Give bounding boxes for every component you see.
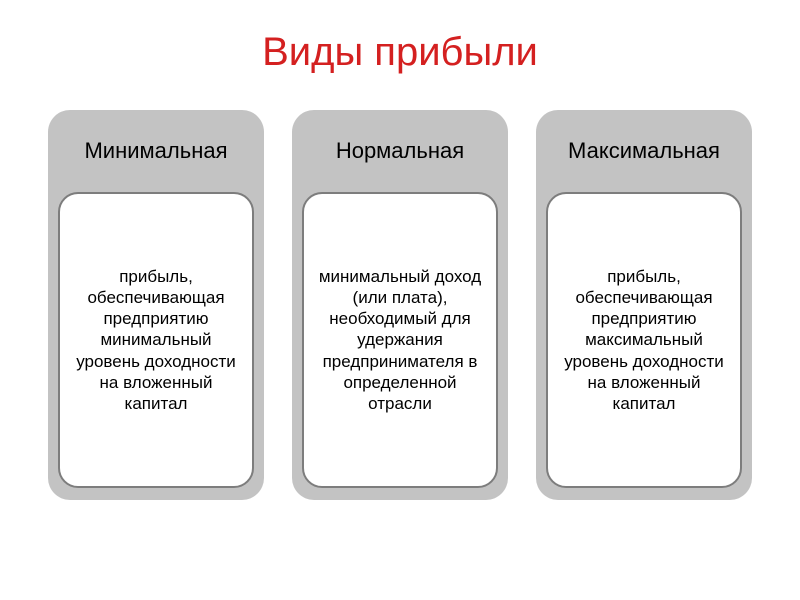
card-heading: Минимальная [84, 138, 227, 164]
card-maximal: Максимальная прибыль, обеспечивающая пре… [536, 110, 752, 500]
page-title: Виды прибыли [262, 30, 538, 75]
card-normal: Нормальная минимальный доход (или плата)… [292, 110, 508, 500]
card-description: прибыль, обеспечивающая предприятию макс… [558, 266, 730, 415]
card-description: прибыль, обеспечивающая предприятию мини… [70, 266, 242, 415]
card-inner: прибыль, обеспечивающая предприятию мини… [58, 192, 254, 488]
card-minimal: Минимальная прибыль, обеспечивающая пред… [48, 110, 264, 500]
card-description: минимальный доход (или плата), необходим… [314, 266, 486, 415]
cards-row: Минимальная прибыль, обеспечивающая пред… [0, 110, 800, 500]
card-inner: прибыль, обеспечивающая предприятию макс… [546, 192, 742, 488]
card-heading: Максимальная [568, 138, 720, 164]
card-inner: минимальный доход (или плата), необходим… [302, 192, 498, 488]
card-heading: Нормальная [336, 138, 464, 164]
